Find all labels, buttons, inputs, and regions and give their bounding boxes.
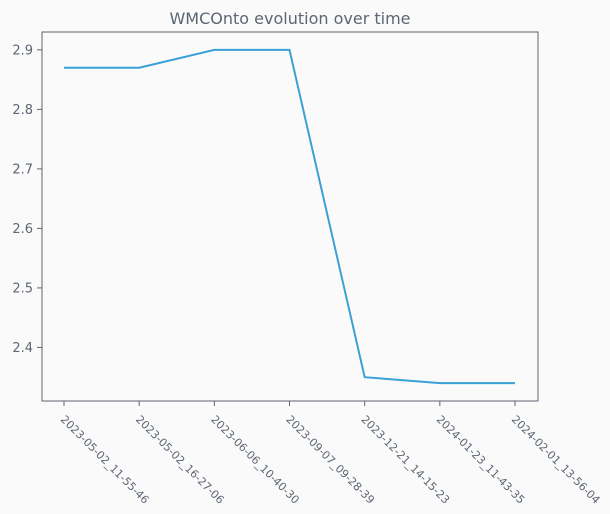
x-axis: 2023-05-02_11-55-462023-05-02_16-27-0620… [58,401,602,507]
series-line [64,48,515,385]
plot-frame [41,31,539,402]
y-tick-label: 2.5 [12,281,33,296]
y-tick-label: 2.4 [12,341,33,356]
y-axis: 2.4 2.5 2.6 2.7 2.8 2.9 [12,43,42,356]
y-tick-label: 2.9 [12,43,33,58]
y-tick-label: 2.6 [12,222,33,237]
y-tick-label: 2.7 [12,162,33,177]
x-tick-label: 2023-05-02_11-55-46 [58,413,152,507]
chart-title: WMCOnto evolution over time [169,9,410,28]
y-tick-label: 2.8 [12,103,33,118]
